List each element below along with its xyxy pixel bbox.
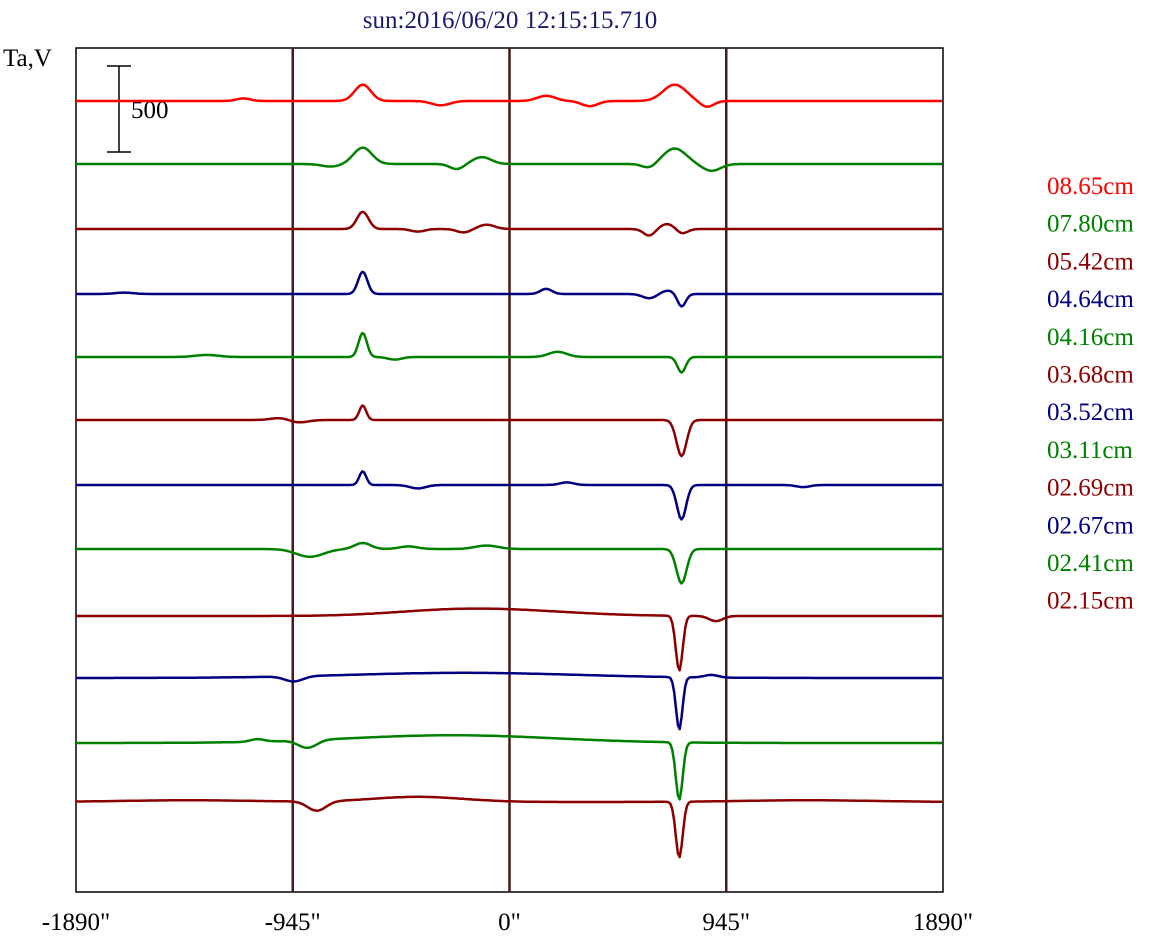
legend-entry-05.42cm: 05.42cm (1047, 248, 1134, 275)
x-tick-label-3: 945" (702, 909, 750, 936)
series-line-02.67cm (76, 671, 943, 731)
legend-entry-08.65cm: 08.65cm (1047, 173, 1134, 200)
series-line-02.15cm (76, 795, 943, 859)
chart-title: sun:2016/06/20 12:15:15.710 (363, 7, 657, 34)
series-group (76, 83, 943, 859)
legend-entry-02.67cm: 02.67cm (1047, 512, 1134, 539)
vertical-markers (291, 48, 728, 892)
series-line-02.69cm (76, 607, 943, 672)
legend: 08.65cm 07.80cm 05.42cm 04.64cm 04.16cm 03.68… (1047, 173, 1134, 615)
series-line-05.42cm (76, 210, 943, 237)
series-line-03.68cm (76, 404, 943, 458)
legend-entry-03.52cm: 03.52cm (1047, 399, 1134, 426)
legend-entry-03.11cm: 03.11cm (1047, 437, 1133, 464)
x-tick-label-0: -1890" (42, 909, 111, 936)
legend-entry-02.41cm: 02.41cm (1047, 550, 1134, 577)
x-tick-label-1: -945" (265, 909, 321, 936)
x-tick-label-4: 1890" (913, 909, 973, 936)
legend-entry-02.15cm: 02.15cm (1047, 588, 1134, 615)
series-line-08.65cm (76, 83, 943, 108)
x-tick-label-2: 0" (498, 909, 521, 936)
series-line-07.80cm (76, 146, 943, 173)
y-axis-label: Ta,V (3, 45, 52, 72)
series-line-04.64cm (76, 270, 943, 308)
series-line-04.16cm (76, 331, 943, 374)
series-line-03.11cm (76, 541, 943, 585)
legend-entry-07.80cm: 07.80cm (1047, 211, 1134, 238)
legend-entry-02.69cm: 02.69cm (1047, 475, 1134, 502)
legend-entry-03.68cm: 03.68cm (1047, 362, 1134, 389)
x-tick-labels: -1890" -945" 0" 945" 1890" (42, 909, 973, 936)
series-line-02.41cm (76, 734, 943, 801)
legend-entry-04.16cm: 04.16cm (1047, 324, 1134, 351)
series-line-03.52cm (76, 470, 943, 521)
legend-entry-04.64cm: 04.64cm (1047, 286, 1134, 313)
scale-bar: 500 (107, 65, 169, 153)
